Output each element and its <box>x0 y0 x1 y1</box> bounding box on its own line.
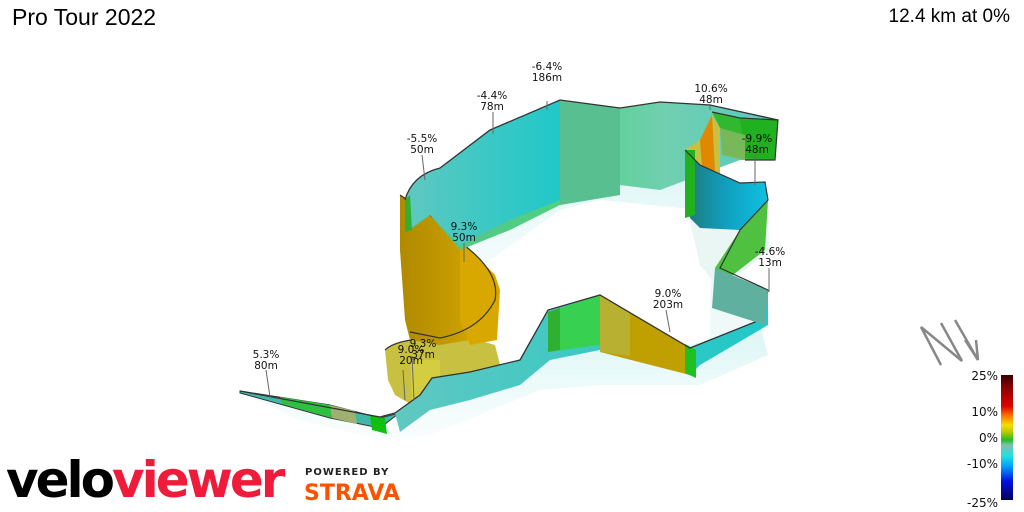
label-grade: 5.3% <box>253 349 280 361</box>
route-ribbon-start <box>239 390 418 434</box>
veloviewer-logo[interactable]: veloviewer <box>6 450 285 510</box>
grade-color-legend: 25% 10% 0% -10% -25% <box>940 369 1024 512</box>
legend-tick: 0% <box>978 431 998 445</box>
label-grade: 9.0% <box>655 288 682 300</box>
legend-tick: -25% <box>966 496 998 510</box>
label-grade: 9.3% <box>451 221 478 233</box>
label-grade: 9.0% <box>398 344 425 356</box>
label-length: 13m <box>758 257 782 269</box>
powered-by-label: POWERED BY <box>305 467 390 478</box>
label-length: 78m <box>480 101 504 113</box>
label-grade: -4.4% <box>477 90 507 102</box>
label-length: 48m <box>699 94 723 106</box>
strava-logo[interactable]: STRAVA <box>304 481 400 506</box>
legend-tick: 25% <box>971 369 998 383</box>
label-length: 50m <box>410 144 434 156</box>
grade-color-scale <box>1001 375 1013 500</box>
route-ribbon-lower <box>394 289 769 432</box>
label-length: 37m <box>411 349 435 361</box>
north-compass-icon <box>919 319 980 366</box>
segment-label-texts: 5.3% 80m 9.0% 20m 9.3% 37m 9.3% 50m -5.5… <box>253 61 786 372</box>
label-grade: -4.6% <box>755 246 785 258</box>
label-length: 50m <box>452 232 476 244</box>
route-summary: 12.4 km at 0% <box>888 6 1010 27</box>
label-length: 48m <box>745 144 769 156</box>
legend-tick: -10% <box>966 457 998 471</box>
legend-tick: 10% <box>971 405 998 419</box>
label-grade: -6.4% <box>532 61 562 73</box>
label-length: 186m <box>532 72 562 84</box>
logo-velo: velo <box>6 451 115 509</box>
label-grade: -5.5% <box>407 133 437 145</box>
route-ribbon-climb-wall <box>399 194 500 345</box>
logo-viewer: viewer <box>112 451 285 509</box>
label-length: 20m <box>399 355 423 367</box>
label-grade: 10.6% <box>694 83 727 95</box>
segment-labels <box>265 101 770 401</box>
route-ribbon-upper <box>404 99 779 250</box>
label-length: 203m <box>653 299 683 311</box>
label-grade: -9.9% <box>742 133 772 145</box>
route-title: Pro Tour 2022 <box>12 4 157 30</box>
label-grade: 9.3% <box>410 338 437 350</box>
route-ribbon-right-loop <box>684 111 779 325</box>
label-length: 80m <box>254 360 278 372</box>
